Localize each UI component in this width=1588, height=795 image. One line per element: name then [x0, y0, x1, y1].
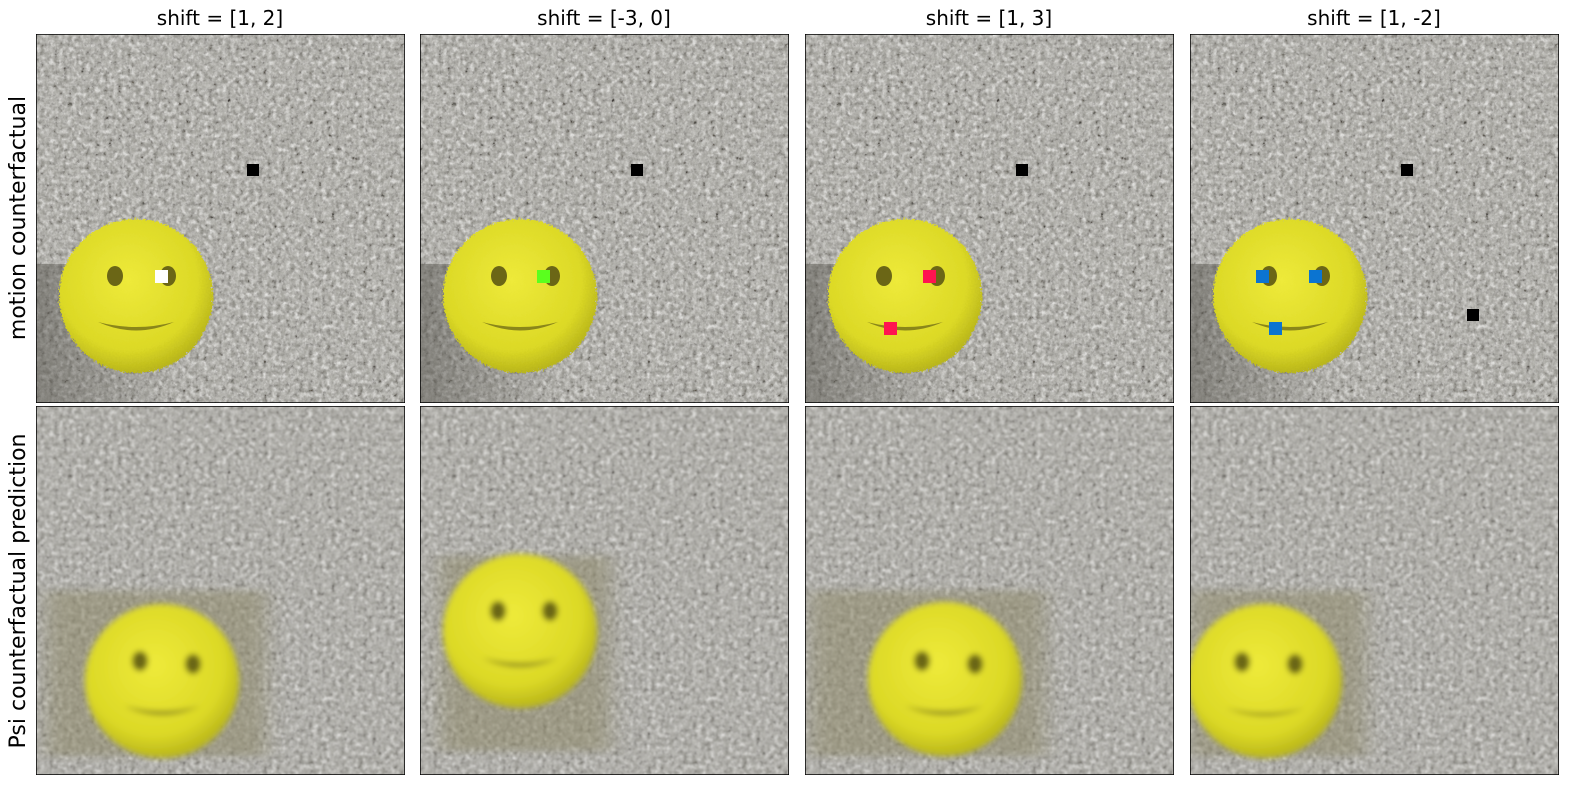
sponge-smiley	[868, 602, 1022, 756]
sponge-smiley	[59, 219, 213, 373]
row-label-psi-prediction: Psi counterfactual prediction	[6, 434, 31, 749]
marker-white	[155, 270, 168, 283]
column-title-2: shift = [-3, 0]	[537, 6, 671, 30]
panel-motion-2	[420, 34, 789, 403]
panel-prediction-3	[805, 406, 1174, 775]
marker-blue	[1256, 270, 1269, 283]
column-title-1: shift = [1, 2]	[157, 6, 283, 30]
marker-black	[1016, 164, 1028, 176]
sponge-smiley	[828, 219, 982, 373]
marker-black	[631, 164, 643, 176]
marker-blue	[1269, 322, 1282, 335]
sponge-smiley	[85, 604, 239, 758]
marker-red	[923, 270, 936, 283]
sponge-smiley	[1213, 219, 1367, 373]
panel-prediction-1	[36, 406, 405, 775]
panel-motion-4	[1190, 34, 1559, 403]
marker-blue	[1309, 270, 1322, 283]
panel-prediction-2	[420, 406, 789, 775]
panel-motion-3	[805, 34, 1174, 403]
marker-green	[537, 270, 550, 283]
sponge-smiley	[1190, 604, 1342, 758]
marker-black	[1401, 164, 1413, 176]
row-label-motion-counterfactual: motion counterfactual	[6, 96, 31, 340]
column-title-4: shift = [1, -2]	[1307, 6, 1441, 30]
sponge-smiley	[443, 219, 597, 373]
panel-prediction-4	[1190, 406, 1559, 775]
marker-red	[884, 322, 897, 335]
panel-motion-1	[36, 34, 405, 403]
marker-black	[247, 164, 259, 176]
sponge-smiley	[443, 554, 597, 708]
column-title-3: shift = [1, 3]	[926, 6, 1052, 30]
marker-black	[1467, 309, 1479, 321]
